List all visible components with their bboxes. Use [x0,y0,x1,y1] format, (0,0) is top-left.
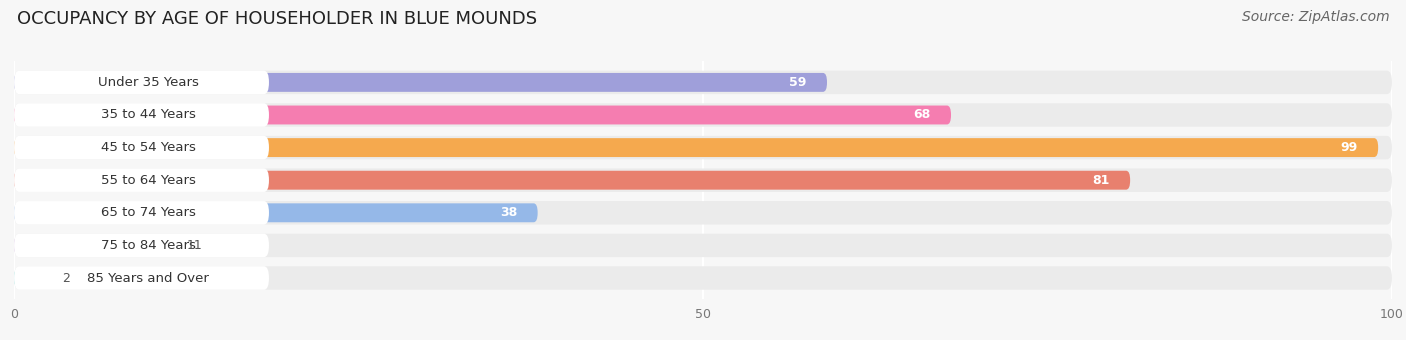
FancyBboxPatch shape [14,201,1392,224]
FancyBboxPatch shape [14,138,1378,157]
FancyBboxPatch shape [14,168,1392,192]
Text: OCCUPANCY BY AGE OF HOUSEHOLDER IN BLUE MOUNDS: OCCUPANCY BY AGE OF HOUSEHOLDER IN BLUE … [17,10,537,28]
FancyBboxPatch shape [14,73,827,92]
Text: 68: 68 [912,108,931,121]
Text: 2: 2 [62,272,70,285]
FancyBboxPatch shape [14,269,42,287]
Text: 99: 99 [1340,141,1358,154]
FancyBboxPatch shape [14,201,269,224]
FancyBboxPatch shape [14,168,269,192]
FancyBboxPatch shape [14,105,950,124]
Text: 85 Years and Over: 85 Years and Over [87,272,209,285]
FancyBboxPatch shape [14,266,269,290]
FancyBboxPatch shape [14,103,269,127]
Text: 75 to 84 Years: 75 to 84 Years [101,239,195,252]
FancyBboxPatch shape [14,136,269,159]
FancyBboxPatch shape [14,234,269,257]
Text: 81: 81 [1092,174,1109,187]
Text: 45 to 54 Years: 45 to 54 Years [101,141,195,154]
Text: 11: 11 [186,239,202,252]
FancyBboxPatch shape [14,136,1392,159]
FancyBboxPatch shape [14,234,1392,257]
Text: 59: 59 [789,76,807,89]
Text: 38: 38 [499,206,517,219]
FancyBboxPatch shape [14,236,166,255]
FancyBboxPatch shape [14,171,1130,190]
Text: Under 35 Years: Under 35 Years [98,76,198,89]
FancyBboxPatch shape [14,103,1392,127]
Text: Source: ZipAtlas.com: Source: ZipAtlas.com [1241,10,1389,24]
FancyBboxPatch shape [14,203,537,222]
FancyBboxPatch shape [14,266,1392,290]
FancyBboxPatch shape [14,71,1392,94]
Text: 65 to 74 Years: 65 to 74 Years [101,206,195,219]
Text: 35 to 44 Years: 35 to 44 Years [101,108,195,121]
Text: 55 to 64 Years: 55 to 64 Years [101,174,195,187]
FancyBboxPatch shape [14,71,269,94]
